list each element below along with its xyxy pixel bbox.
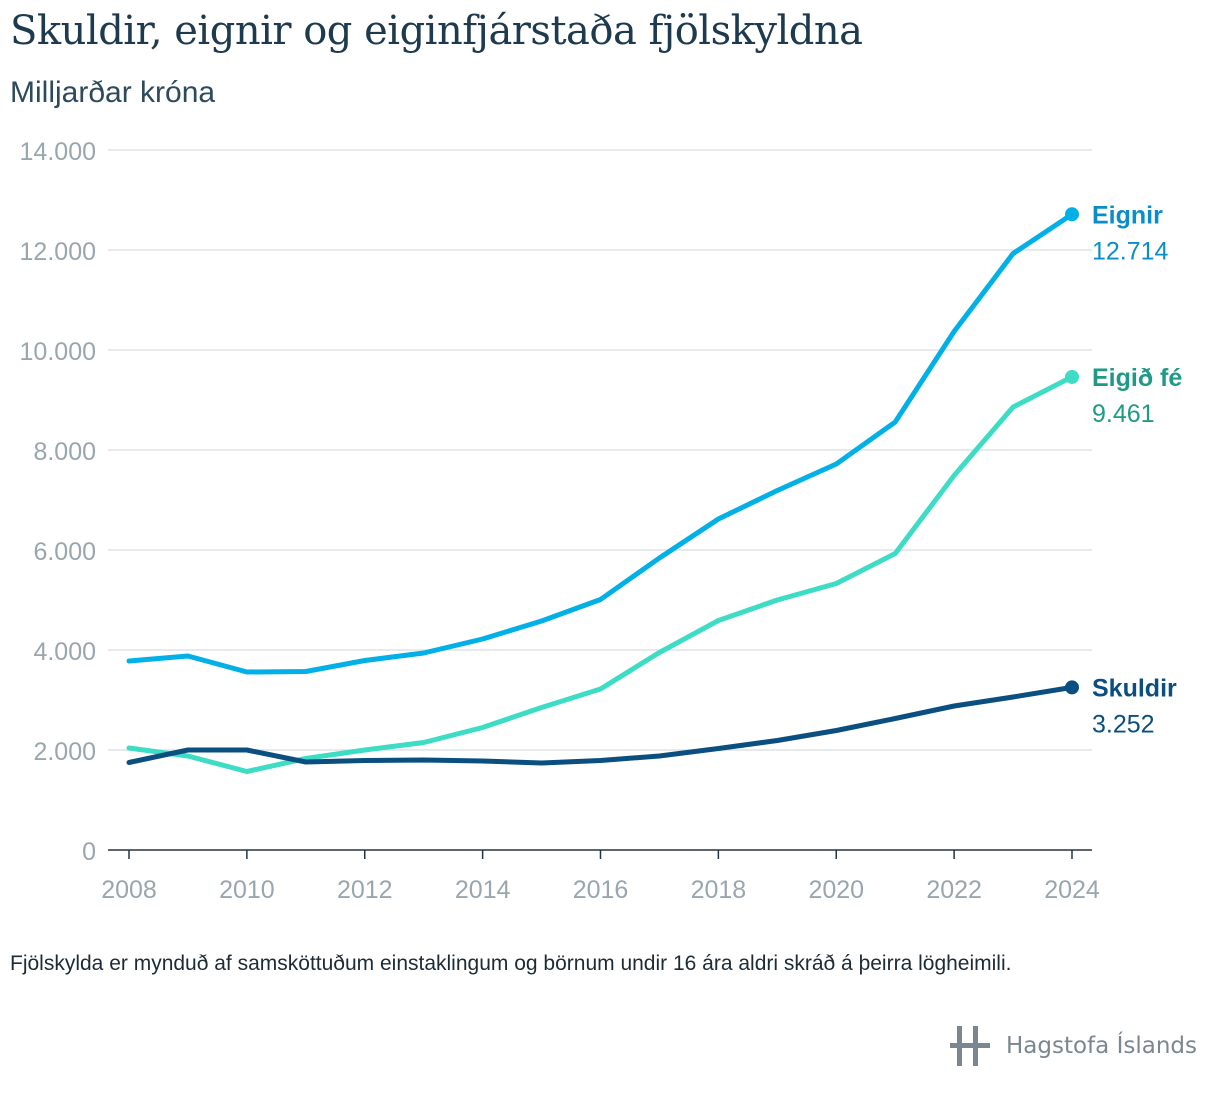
y-tick-label: 2.000 — [33, 738, 96, 766]
y-tick-label: 10.000 — [20, 338, 96, 366]
series-line-skuldir — [126, 684, 1075, 766]
x-tick-label: 2008 — [101, 876, 157, 904]
series-end-labels: Eignir 12.714 Eigið fé 9.461 Skuldir 3.252 — [1092, 201, 1182, 738]
series-value-label-eignir: 12.714 — [1092, 237, 1169, 265]
series-line-eignir — [126, 211, 1075, 675]
y-tick-label: 6.000 — [33, 538, 96, 566]
series-value-label-skuldir: 3.252 — [1092, 710, 1155, 738]
hagstofa-logo-icon — [950, 1026, 990, 1066]
y-axis-ticks: 0 2.000 4.000 6.000 8.000 10.000 12.000 14.000 — [20, 138, 96, 866]
brand-name: Hagstofa Íslands — [1006, 1033, 1197, 1059]
chart-title: Skuldir, eignir og eiginfjárstaða fjölsk… — [10, 8, 863, 54]
line-chart: 02.0004.0006.0008.00010.00012.00014.000 … — [20, 138, 1183, 904]
x-tick-label: 2024 — [1044, 876, 1100, 904]
series-end-point-eignir — [1065, 207, 1079, 222]
x-tick-label: 2014 — [455, 876, 511, 904]
y-tick-label: 8.000 — [33, 438, 96, 466]
series-line-eigi-f — [126, 374, 1075, 774]
x-tick-label: 2016 — [573, 876, 629, 904]
footnote: Fjölskylda er mynduð af samsköttuðum ein… — [10, 952, 1012, 975]
series-lines — [126, 207, 1079, 774]
series-name-label-skuldir: Skuldir — [1092, 674, 1177, 702]
brand: Hagstofa Íslands — [950, 1022, 1197, 1070]
x-tick-label: 2018 — [691, 876, 747, 904]
x-tick-label: 2012 — [337, 876, 393, 904]
x-axis: 2008 2010 2012 2014 2016 2018 2020 2022 2024 — [101, 849, 1100, 904]
series-end-point-skuldir — [1065, 680, 1079, 695]
x-tick-label: 2022 — [926, 876, 982, 904]
series-name-label-eigi-f: Eigið fé — [1092, 364, 1182, 392]
series-value-label-eigi-f: 9.461 — [1092, 400, 1155, 428]
chart-subtitle: Milljarðar króna — [10, 76, 216, 109]
x-tick-label: 2010 — [219, 876, 275, 904]
x-tick-label: 2020 — [808, 876, 864, 904]
y-tick-label: 12.000 — [20, 238, 96, 266]
grid-lines — [108, 149, 1092, 751]
y-tick-label: 14.000 — [20, 138, 96, 166]
series-name-label-eignir: Eignir — [1092, 201, 1163, 229]
y-tick-label: 0 — [82, 838, 96, 866]
y-tick-label: 4.000 — [33, 638, 96, 666]
series-end-point-eigi-f — [1065, 369, 1079, 384]
